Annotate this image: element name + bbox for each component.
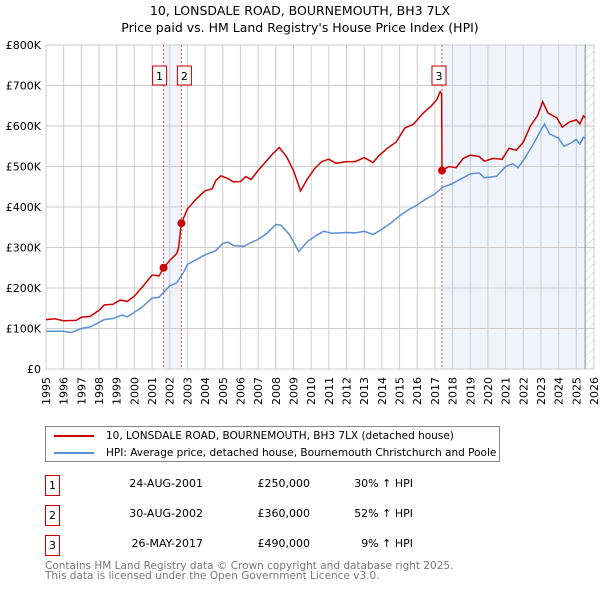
sale-marker-badge: 2: [45, 505, 60, 526]
sale-badge: [431, 65, 447, 86]
x-tick-label: 2018: [447, 377, 460, 405]
x-tick-label: 1996: [58, 377, 71, 405]
x-tick-label: 2012: [341, 377, 354, 405]
x-tick-label: 2006: [234, 377, 247, 405]
sale-date: 30-AUG-2002: [129, 507, 203, 520]
sale-hpi-diff: 30% ↑ HPI: [354, 477, 413, 490]
sale-price: £490,000: [257, 537, 311, 550]
y-tick-label: £100K: [6, 323, 42, 336]
y-tick-label: £800K: [6, 39, 42, 52]
sale-badge: [176, 65, 192, 86]
x-tick-label: 2024: [553, 377, 566, 405]
x-tick-label: 1998: [93, 377, 106, 405]
sale-badge-label: 1: [156, 70, 163, 83]
chart-subtitle: Price paid vs. HM Land Registry's House …: [121, 20, 479, 35]
legend-label: 10, LONSDALE ROAD, BOURNEMOUTH, BH3 7LX …: [106, 430, 454, 442]
sale-badge: [152, 65, 168, 86]
x-tick-label: 1997: [75, 377, 88, 405]
x-tick-label: 2002: [164, 377, 177, 405]
footer-licence: This data is licensed under the Open Gov…: [45, 570, 380, 582]
sale-date: 26-MAY-2017: [131, 537, 203, 550]
sale-hpi-diff: 52% ↑ HPI: [354, 507, 413, 520]
y-tick-label: £500K: [6, 161, 42, 174]
y-tick-label: £700K: [6, 80, 42, 93]
x-tick-label: 2015: [394, 377, 407, 405]
x-tick-label: 2011: [323, 377, 336, 405]
legend: 10, LONSDALE ROAD, BOURNEMOUTH, BH3 7LX …: [45, 426, 500, 462]
x-tick-label: 2007: [252, 377, 265, 405]
x-tick-label: 2022: [517, 377, 530, 405]
x-tick-label: 2004: [199, 377, 212, 405]
sale-point: [437, 166, 446, 175]
y-tick-label: £200K: [6, 282, 42, 295]
sale-point: [177, 219, 186, 228]
x-tick-label: 2001: [146, 377, 159, 405]
sale-hpi-diff: 9% ↑ HPI: [361, 537, 413, 550]
legend-swatch-red: [54, 435, 94, 437]
x-tick-label: 2016: [411, 377, 424, 405]
sale-point: [159, 263, 168, 272]
x-tick-label: 2005: [217, 377, 230, 405]
y-tick-label: £300K: [6, 242, 42, 255]
sale-badge-label: 3: [435, 70, 442, 83]
x-tick-label: 2020: [482, 377, 495, 405]
footer: Contains HM Land Registry data © Crown c…: [45, 560, 454, 582]
footer-copyright: Contains HM Land Registry data © Crown c…: [45, 560, 454, 572]
legend-label: HPI: Average price, detached house, Bour…: [106, 447, 497, 459]
x-tick-label: 1995: [40, 377, 53, 405]
x-tick-label: 2019: [464, 377, 477, 405]
x-tick-label: 2017: [429, 377, 442, 405]
y-tick-label: £400K: [6, 201, 42, 214]
x-tick-label: 2026: [588, 377, 600, 405]
x-tick-label: 2009: [287, 377, 300, 405]
x-tick-label: 2013: [358, 377, 371, 405]
property-price-line: [45, 90, 586, 322]
sale-price: £250,000: [257, 477, 311, 490]
legend-item-hpi: HPI: Average price, detached house, Bour…: [54, 445, 496, 461]
x-tick-label: 2008: [270, 377, 283, 405]
legend-item-property: 10, LONSDALE ROAD, BOURNEMOUTH, BH3 7LX …: [54, 428, 454, 444]
x-tick-label: 1999: [111, 377, 124, 405]
y-tick-label: £600K: [6, 120, 42, 133]
sale-price: £360,000: [257, 507, 311, 520]
x-tick-label: 2025: [570, 377, 583, 405]
chart-plot: 1995 1996 1997 1998 1999 2000 2001 2002 2003 2004…: [6, 39, 600, 405]
x-tick-label: 2014: [376, 377, 389, 405]
y-tick-label: £0: [27, 363, 41, 376]
sale-date: 24-AUG-2001: [129, 477, 203, 490]
sale-marker-badge: 1: [45, 475, 60, 496]
chart-title: 10, LONSDALE ROAD, BOURNEMOUTH, BH3 7LX: [149, 3, 451, 18]
x-tick-label: 2021: [500, 377, 513, 405]
legend-swatch-blue: [54, 452, 94, 454]
x-tick-label: 2000: [128, 377, 141, 405]
x-tick-label: 2023: [535, 377, 548, 405]
x-tick-label: 2003: [181, 377, 194, 405]
x-tick-label: 2010: [305, 377, 318, 405]
sale-badge-label: 2: [181, 70, 188, 83]
hpi-line: [46, 122, 586, 334]
sale-marker-badge: 3: [45, 535, 60, 556]
